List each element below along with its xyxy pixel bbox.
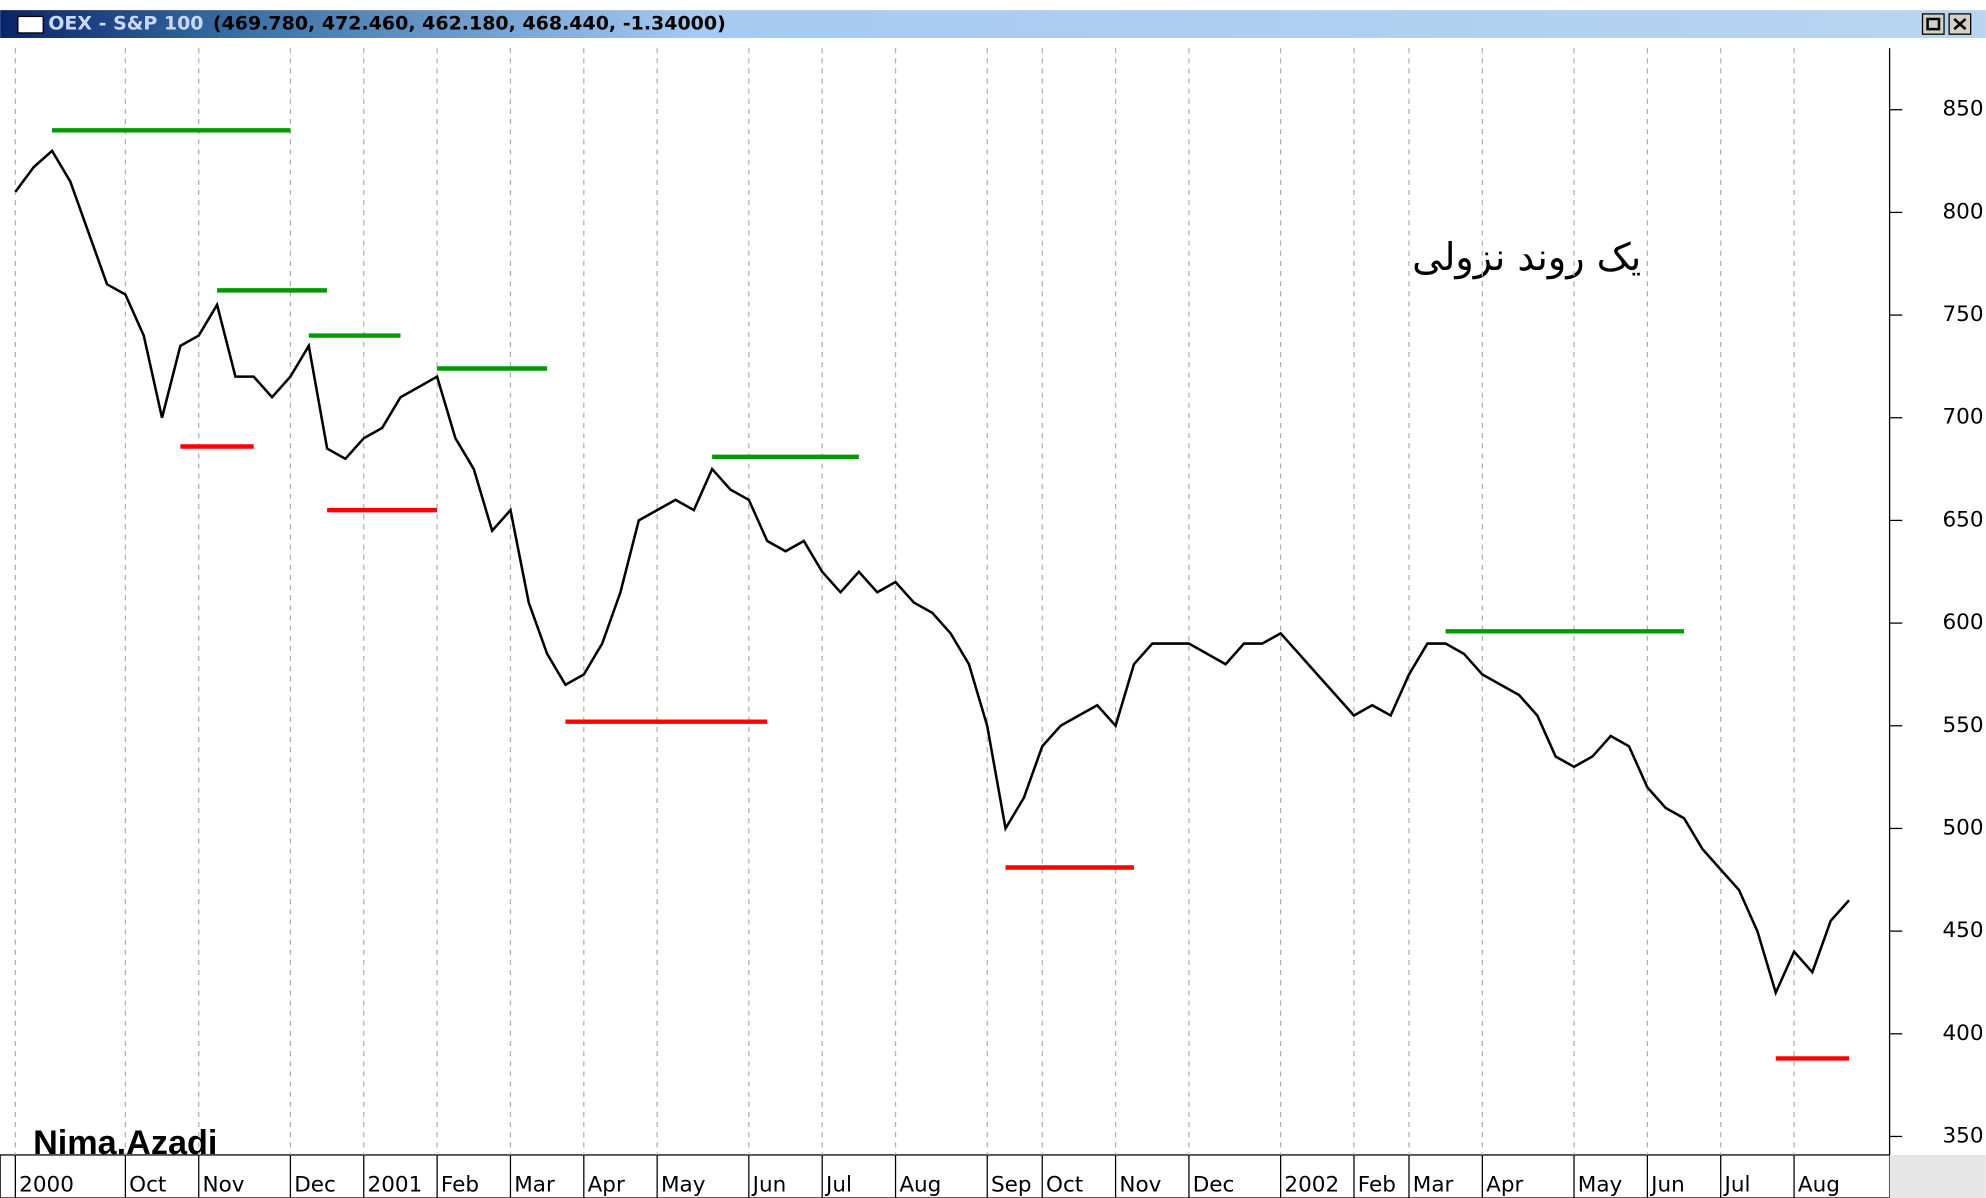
- x-tick-label: Jul: [824, 1172, 852, 1197]
- level-line: [217, 288, 859, 460]
- y-tick-label: 600: [1943, 610, 1984, 635]
- x-tick-label: 2001: [368, 1172, 423, 1197]
- y-tick-label: 650: [1943, 507, 1984, 532]
- chart-title: OEX - S&P 100: [48, 13, 203, 35]
- x-axis-band: [0, 1154, 1891, 1198]
- x-tick-label: Jun: [751, 1172, 787, 1197]
- close-icon: [1953, 18, 1967, 31]
- y-tick-label: 800: [1943, 199, 1984, 224]
- x-tick-label: Apr: [588, 1172, 625, 1197]
- maximize-icon: [1926, 17, 1941, 31]
- x-tick-label: Aug: [899, 1172, 941, 1197]
- price-line: [14, 148, 1851, 997]
- x-tick-label: Jun: [1649, 1172, 1685, 1197]
- level-line: [52, 128, 1685, 634]
- x-tick-label: Oct: [1046, 1172, 1083, 1197]
- x-tick-label: Dec: [1193, 1172, 1235, 1197]
- x-tick-label: Mar: [514, 1172, 555, 1197]
- y-tick-label: 700: [1943, 405, 1984, 430]
- window-buttons[interactable]: [1921, 13, 1972, 35]
- title-bar: [0, 10, 1986, 38]
- x-tick-label: May: [1578, 1172, 1623, 1197]
- chart-subtitle: (469.780, 472.460, 462.180, 468.440, -1.…: [213, 13, 726, 35]
- x-tick-label: Dec: [294, 1172, 336, 1197]
- x-tick-label: Feb: [1358, 1172, 1396, 1197]
- annotation: یک روند نزولی: [1412, 235, 1641, 280]
- x-tick-label: May: [661, 1172, 706, 1197]
- corner: [1889, 1154, 1986, 1198]
- level-line: [180, 444, 1850, 1061]
- x-tick-label: Jul: [1723, 1172, 1751, 1197]
- y-tick-label: 750: [1943, 302, 1984, 327]
- maximize-button[interactable]: [1921, 13, 1945, 35]
- x-tick-label: Mar: [1413, 1172, 1454, 1197]
- window-icon: [17, 15, 44, 34]
- x-tick-label: Aug: [1798, 1172, 1840, 1197]
- x-tick-label: 2002: [1284, 1172, 1339, 1197]
- x-tick-label: Oct: [129, 1172, 166, 1197]
- y-tick-label: 450: [1943, 918, 1984, 943]
- x-tick-label: Nov: [203, 1172, 245, 1197]
- x-tick-label: Sep: [991, 1172, 1032, 1197]
- y-tick-label: 500: [1943, 815, 1984, 840]
- x-tick-label: Feb: [441, 1172, 479, 1197]
- y-tick-label: 350: [1943, 1123, 1984, 1148]
- y-tick-label: 850: [1943, 97, 1984, 122]
- x-tick-label: Nov: [1119, 1172, 1161, 1197]
- x-tick-label: Apr: [1486, 1172, 1523, 1197]
- y-tick-label: 550: [1943, 713, 1984, 738]
- y-tick-label: 400: [1943, 1021, 1984, 1046]
- x-tick-label: 2000: [19, 1172, 74, 1197]
